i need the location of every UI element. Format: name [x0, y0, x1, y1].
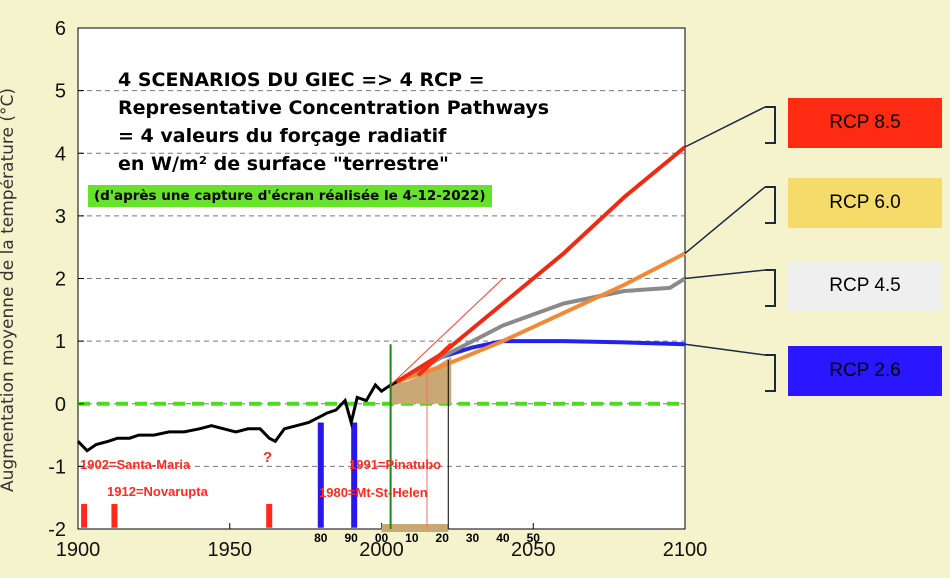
decade-labels: 80 90 00 10 20 30 40 50: [314, 531, 540, 545]
title-line-4: en W/m² de surface "terrestre": [118, 153, 449, 175]
series-line-rcp-4-5: [395, 276, 687, 384]
volcano-label-mt-st-helen: 1980=Mt-St-Helen: [319, 485, 428, 500]
title-line-2: Representative Concentration Pathways: [118, 97, 550, 119]
volcano-label-pinatubo: 1991=Pinatubo: [349, 457, 441, 472]
decade-label: 30: [466, 531, 480, 545]
historical-line: [76, 380, 398, 453]
connector: [684, 186, 766, 255]
volcano-label-santa-maria: 1902=Santa-Maria: [80, 457, 191, 472]
series-line-rcp-6-0: [396, 251, 686, 384]
bracket: [765, 106, 776, 144]
title-line-1: 4 SCENARIOS DU GIEC => 4 RCP =: [118, 69, 485, 91]
y-tick-label: 0: [55, 394, 66, 416]
decade-label: 40: [496, 531, 510, 545]
title-line-3: = 4 valeurs du forçage radiatif: [118, 125, 447, 147]
bracket: [765, 354, 776, 392]
rcp-box-2-6: RCP 2.6: [788, 346, 942, 396]
y-axis-label: Augmentation moyenne de la température (…: [0, 87, 18, 493]
rcp-box-8-5: RCP 8.5: [788, 98, 942, 148]
y-tick-label: 5: [55, 81, 66, 103]
legend-connectors: [684, 106, 776, 392]
decade-label: 80: [314, 531, 328, 545]
volcano-label-unknown: ?: [263, 449, 272, 466]
connector: [684, 269, 766, 280]
volcano-labels: 1902=Santa-Maria 1912=Novarupta ? 1991=P…: [80, 449, 441, 500]
y-tick-label: 1: [55, 331, 66, 353]
eruption-bar: [81, 503, 88, 528]
eruption-bar: [351, 422, 358, 528]
decade-label: 50: [527, 531, 541, 545]
y-tick-label: 2: [55, 269, 66, 291]
decade-label: 00: [375, 531, 389, 545]
decade-strip: [381, 523, 449, 532]
x-tick-label: 1900: [56, 539, 101, 561]
connector: [684, 106, 766, 148]
volcano-label-novarupta: 1912=Novarupta: [107, 484, 209, 499]
connector: [684, 343, 766, 356]
x-tick-label: 2100: [663, 539, 708, 561]
y-tick-label: 3: [55, 206, 66, 228]
chart-title: 4 SCENARIOS DU GIEC => 4 RCP = Represent…: [118, 66, 549, 178]
rcp-box-6-0: RCP 6.0: [788, 178, 942, 228]
capture-note: (d'après une capture d'écran réalisée le…: [88, 185, 492, 207]
trend-thin: [390, 278, 504, 386]
eruption-bar: [317, 422, 324, 528]
trend-thick: [416, 342, 453, 378]
y-tick-label: 4: [55, 143, 66, 165]
x-tick-label: 1950: [208, 539, 253, 561]
eruption-bar: [111, 503, 118, 528]
bracket: [765, 269, 776, 307]
eruption-bar: [266, 503, 273, 528]
bracket: [765, 186, 776, 224]
x-tick-label: 2000: [359, 539, 404, 561]
decade-label: 20: [436, 531, 450, 545]
y-tick-label: 6: [55, 18, 66, 40]
x-tick-label: 2050: [511, 539, 556, 561]
y-tick-label: -2: [48, 519, 66, 541]
eruption-bars: [81, 422, 358, 528]
rcp-box-4-5: RCP 4.5: [788, 261, 942, 311]
y-tick-label: -1: [48, 456, 66, 478]
decade-label: 10: [405, 531, 419, 545]
guide-lines: [389, 278, 504, 529]
decade-label: 90: [344, 531, 358, 545]
